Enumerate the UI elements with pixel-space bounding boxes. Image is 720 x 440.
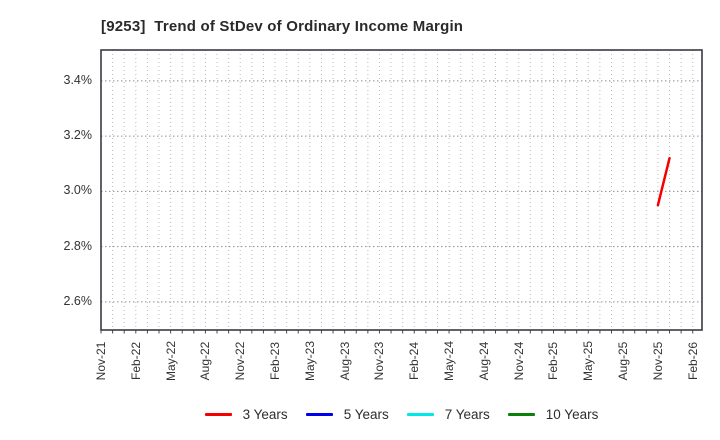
x-tick-label: Feb-22 — [128, 341, 143, 381]
y-tick-label: 3.0% — [63, 183, 93, 198]
x-tick-label: Nov-25 — [650, 341, 665, 381]
legend-line-swatch — [204, 412, 232, 416]
series-line-3-years — [656, 156, 671, 207]
legend-item-5-years: 5 Years — [305, 406, 389, 422]
plot-border — [100, 49, 703, 331]
x-tick-label: Aug-23 — [337, 341, 352, 381]
chart-title: [9253] Trend of StDev of Ordinary Income… — [101, 18, 464, 35]
x-tick-label: Nov-21 — [94, 341, 108, 381]
x-tick-label: Feb-26 — [685, 341, 700, 381]
x-tick-label: Nov-22 — [233, 341, 248, 381]
x-tick-label: Aug-25 — [616, 341, 631, 381]
x-tick-label: Aug-24 — [476, 341, 491, 381]
x-tick-label: May-24 — [442, 340, 457, 382]
y-tick-label: 2.8% — [63, 238, 93, 253]
x-tick-label: Feb-24 — [407, 341, 422, 381]
legend-item-7-years: 7 Years — [406, 406, 490, 422]
x-tick-label: Nov-24 — [511, 341, 526, 381]
legend-line-swatch — [305, 412, 333, 416]
x-tick-label: Aug-22 — [198, 341, 213, 381]
y-tick-label: 3.2% — [63, 128, 93, 143]
x-tick-label: Nov-23 — [372, 341, 387, 381]
legend-label: 7 Years — [444, 406, 490, 422]
legend-line-swatch — [507, 412, 535, 416]
y-tick-label: 3.4% — [63, 72, 93, 87]
legend: 3 Years 5 Years 7 Years 10 Years — [101, 403, 702, 425]
legend-label: 5 Years — [343, 406, 389, 422]
legend-line-swatch — [406, 412, 434, 416]
x-tick-label: May-25 — [581, 340, 596, 382]
legend-item-3-years: 3 Years — [204, 406, 288, 422]
legend-item-10-years: 10 Years — [507, 406, 599, 422]
x-tick-label: May-23 — [302, 340, 317, 382]
x-tick-label: Feb-25 — [546, 341, 561, 381]
x-tick-label: Feb-23 — [268, 341, 283, 381]
legend-label: 10 Years — [545, 406, 599, 422]
y-tick-label: 2.6% — [63, 293, 93, 308]
legend-label: 3 Years — [242, 406, 288, 422]
x-tick-label: May-22 — [163, 340, 178, 382]
